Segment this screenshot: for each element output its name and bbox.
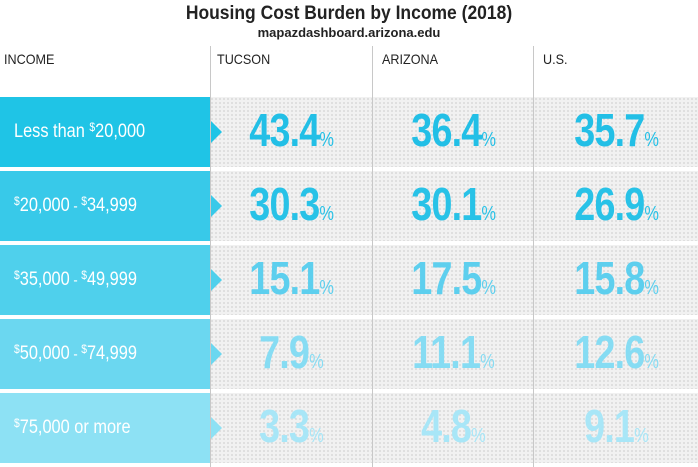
row-label-tab <box>0 393 222 463</box>
range-dash: - <box>69 346 82 363</box>
column-header-tucson: TUCSON <box>217 51 271 67</box>
value-cell: 30.3% <box>249 177 334 231</box>
percent-sign: % <box>633 425 649 447</box>
percent-sign: % <box>643 129 659 151</box>
value-cell: 3.3% <box>259 399 324 453</box>
value-cell: 9.1% <box>584 399 649 453</box>
row-label-tab <box>0 171 222 241</box>
value-cell: 4.8% <box>421 399 486 453</box>
row-label-text: 35,000 <box>19 269 70 290</box>
dollar-sign: $ <box>14 268 20 282</box>
dollar-sign: $ <box>81 194 87 208</box>
dollar-sign: $ <box>89 120 96 134</box>
row-label-text: 74,999 <box>86 343 137 364</box>
row-label: $20,000 - $34,999 <box>14 194 137 217</box>
value-number: 7.9 <box>258 326 310 378</box>
percent-sign: % <box>479 351 495 373</box>
value-cell: 7.9% <box>259 325 324 379</box>
row-label-text: 75,000 or more <box>19 417 131 438</box>
value-cell: 15.1% <box>249 251 334 305</box>
value-cell: 30.1% <box>411 177 496 231</box>
value-cell: 15.8% <box>574 251 659 305</box>
row-label: $35,000 - $49,999 <box>14 268 137 291</box>
chart-title: Housing Cost Burden by Income (2018) <box>185 3 513 24</box>
table-row-background <box>210 171 698 241</box>
dollar-sign: $ <box>81 342 87 356</box>
column-divider <box>533 46 534 467</box>
percent-sign: % <box>480 277 496 299</box>
row-label: $75,000 or more <box>14 416 131 439</box>
value-number: 15.8 <box>573 252 645 304</box>
value-number: 43.4 <box>248 104 320 156</box>
value-number: 17.5 <box>410 252 482 304</box>
row-label-tab <box>0 97 222 167</box>
percent-sign: % <box>318 277 334 299</box>
percent-sign: % <box>308 425 324 447</box>
row-label-text: 20,000 <box>19 195 70 216</box>
value-number: 4.8 <box>420 400 472 452</box>
column-divider <box>372 46 373 467</box>
value-number: 26.9 <box>573 178 645 230</box>
value-cell: 43.4% <box>249 103 334 157</box>
value-cell: 12.6% <box>574 325 659 379</box>
value-cell: 26.9% <box>574 177 659 231</box>
row-label: $50,000 - $74,999 <box>14 342 137 365</box>
column-header-arizona: ARIZONA <box>382 51 439 67</box>
percent-sign: % <box>480 129 496 151</box>
row-label-text: 50,000 <box>19 343 70 364</box>
percent-sign: % <box>480 203 496 225</box>
value-number: 36.4 <box>410 104 482 156</box>
dollar-sign: $ <box>14 194 20 208</box>
table-row-background <box>210 319 698 389</box>
range-dash: - <box>69 272 82 289</box>
row-label-text: Less than <box>14 121 90 142</box>
row-label-tab <box>0 245 222 315</box>
dollar-sign: $ <box>14 416 20 430</box>
percent-sign: % <box>470 425 486 447</box>
value-number: 15.1 <box>248 252 320 304</box>
value-number: 11.1 <box>411 326 481 378</box>
value-cell: 36.4% <box>411 103 496 157</box>
row-label-text: 20,000 <box>95 121 146 142</box>
range-dash: - <box>69 198 82 215</box>
value-cell: 17.5% <box>411 251 496 305</box>
row-label-text: 49,999 <box>86 269 137 290</box>
column-header-us: U.S. <box>543 51 568 67</box>
percent-sign: % <box>643 203 659 225</box>
value-number: 30.3 <box>248 178 320 230</box>
column-divider <box>210 46 211 467</box>
value-number: 12.6 <box>573 326 645 378</box>
dollar-sign: $ <box>81 268 87 282</box>
table-row-background <box>210 245 698 315</box>
percent-sign: % <box>643 277 659 299</box>
value-number: 30.1 <box>410 178 482 230</box>
percent-sign: % <box>308 351 324 373</box>
dollar-sign: $ <box>14 342 20 356</box>
value-cell: 11.1% <box>412 325 495 379</box>
column-header-income: INCOME <box>4 51 55 67</box>
value-cell: 35.7% <box>574 103 659 157</box>
table-row-background <box>210 97 698 167</box>
value-number: 35.7 <box>573 104 645 156</box>
value-number: 3.3 <box>258 400 310 452</box>
table-row-background <box>210 393 698 463</box>
row-label: Less than $20,000 <box>14 120 145 143</box>
percent-sign: % <box>318 203 334 225</box>
percent-sign: % <box>643 351 659 373</box>
value-number: 9.1 <box>583 400 635 452</box>
chart-subtitle: mapazdashboard.arizona.edu <box>257 25 441 40</box>
row-label-tab <box>0 319 222 389</box>
row-label-text: 34,999 <box>86 195 137 216</box>
percent-sign: % <box>318 129 334 151</box>
